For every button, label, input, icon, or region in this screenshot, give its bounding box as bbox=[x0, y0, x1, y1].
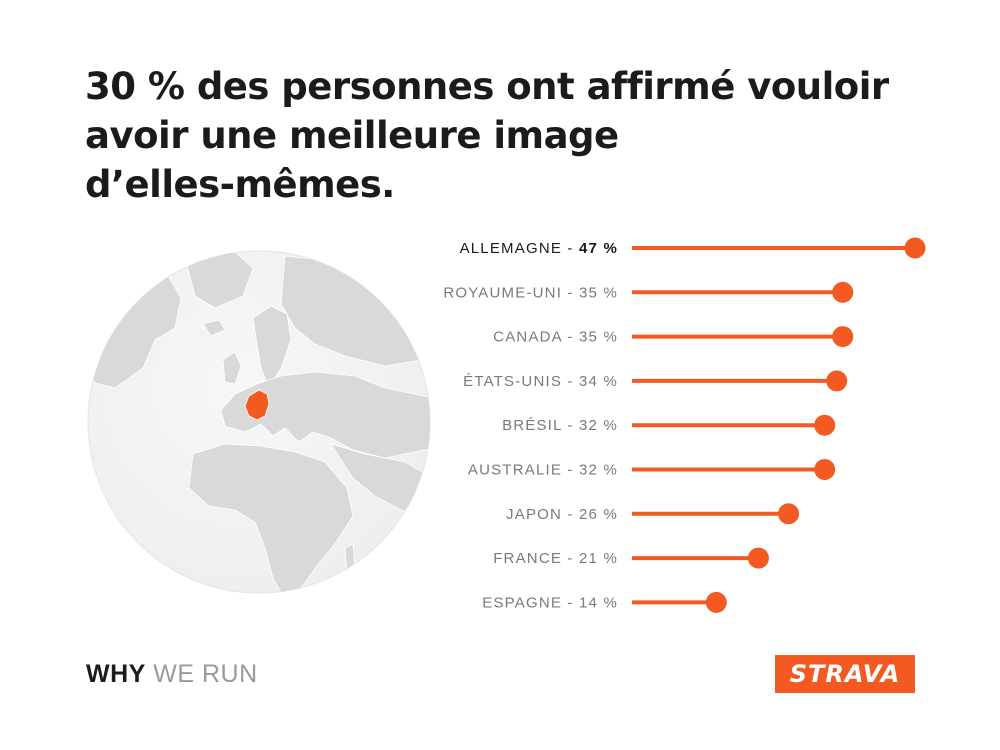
landmass-uk bbox=[222, 351, 242, 385]
tagline-we-run: WE RUN bbox=[153, 660, 258, 688]
landmass-iceland bbox=[202, 319, 226, 337]
headline-line-2: avoir une meilleure image bbox=[85, 114, 619, 157]
headline-line-3: d’elles-mêmes. bbox=[85, 163, 395, 206]
category-label: ROYAUME-UNI - 35 % bbox=[443, 284, 618, 301]
globe-map bbox=[87, 250, 431, 594]
bar-dot bbox=[747, 547, 769, 569]
bar-dot bbox=[814, 459, 836, 480]
bar-dot bbox=[826, 370, 848, 392]
bar-dot bbox=[705, 591, 727, 613]
category-label: AUSTRALIE - 32 % bbox=[468, 462, 618, 479]
bar-dot bbox=[778, 503, 800, 525]
category-label: FRANCE - 21 % bbox=[493, 550, 618, 567]
bar-dot bbox=[832, 281, 854, 303]
category-label: ESPAGNE - 14 % bbox=[482, 594, 618, 611]
landmass-middle-east bbox=[330, 443, 430, 519]
why-we-run-tagline: WHY WE RUN bbox=[86, 660, 258, 689]
strava-logo: STRAVA bbox=[775, 655, 915, 693]
category-label: ÉTATS-UNIS - 34 % bbox=[463, 373, 618, 390]
category-label: ALLEMAGNE - 47 % bbox=[460, 240, 618, 257]
tagline-why: WHY bbox=[86, 660, 146, 688]
landmass-scandinavia bbox=[252, 305, 292, 389]
germany-highlight bbox=[244, 389, 270, 421]
category-label: BRÉSIL - 32 % bbox=[502, 417, 618, 434]
category-label: CANADA - 35 % bbox=[493, 329, 618, 346]
bar-dot bbox=[904, 237, 926, 259]
headline-line-1: 30 % des personnes ont affirmé vouloir bbox=[85, 65, 889, 108]
chart-rows: ALLEMAGNE - 47 % ROYAUME-UNI - 35 % CANADA… bbox=[443, 237, 926, 613]
bar-dot bbox=[814, 414, 836, 436]
landmass-europe bbox=[220, 371, 430, 459]
bar-dot bbox=[832, 326, 854, 348]
landmass-africa bbox=[188, 443, 354, 593]
category-label: JAPON - 26 % bbox=[506, 506, 618, 523]
headline: 30 % des personnes ont affirmé vouloir a… bbox=[85, 62, 945, 209]
landmass-madagascar bbox=[344, 543, 356, 575]
